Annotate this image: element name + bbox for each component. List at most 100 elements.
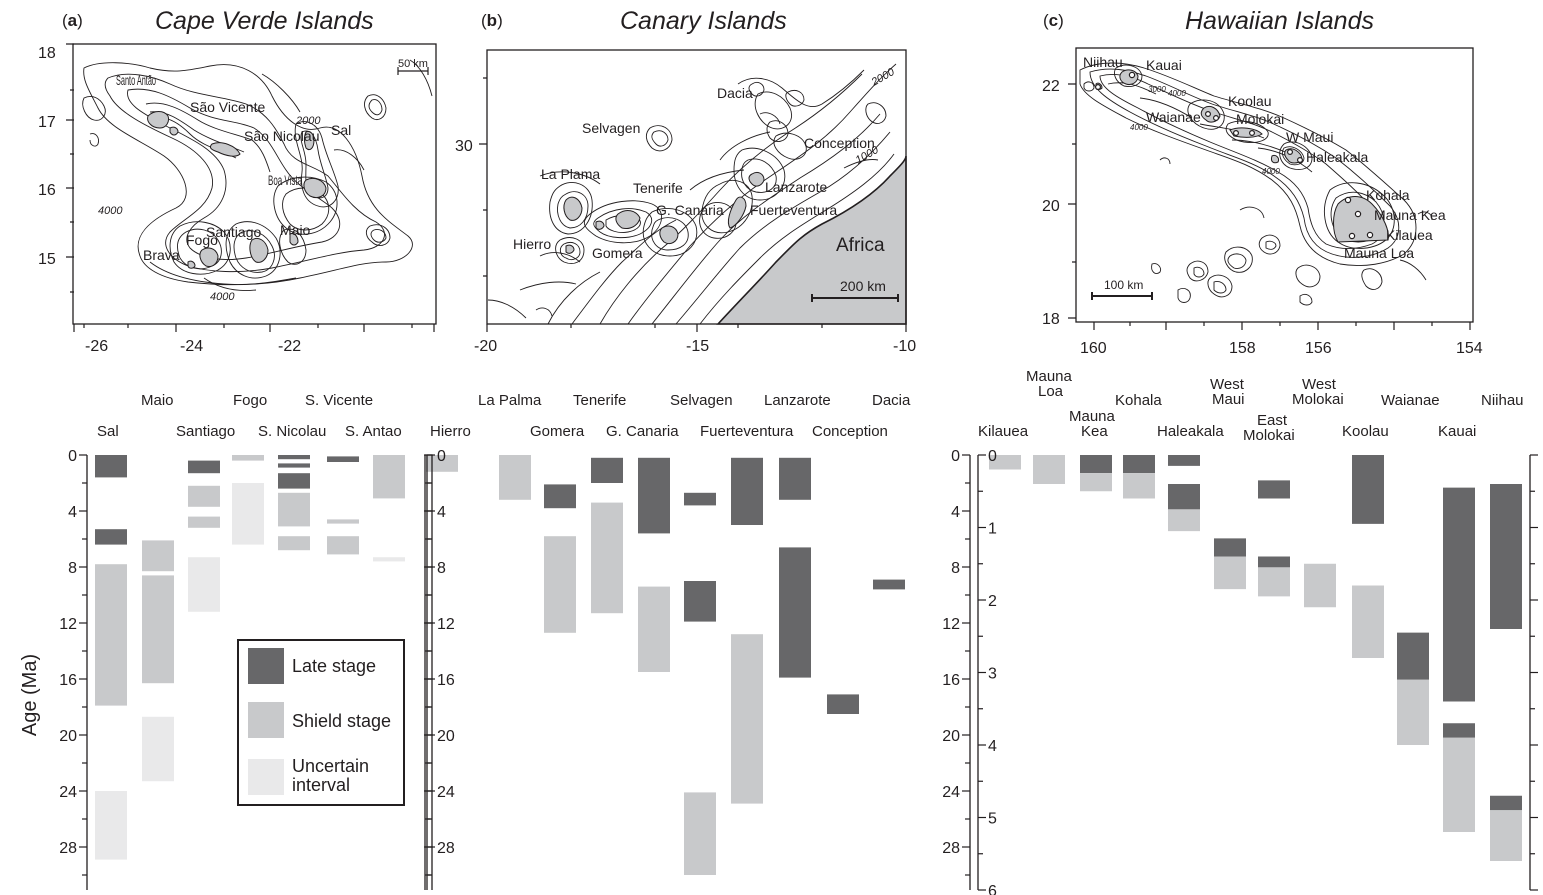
age-tick-label-haw-left-ma-5: 20: [942, 728, 960, 745]
island-label-niihau: Niihau: [1083, 54, 1123, 70]
island-label-sal: Sal: [331, 122, 351, 138]
scale-bar-label-c: 100 km: [1104, 278, 1143, 292]
contour-label-2000: 2000: [295, 115, 321, 127]
volcano-marker-waianae: [1204, 110, 1211, 117]
bar-sal-shield-2: [95, 564, 127, 706]
map-frame-hawaii: [1075, 47, 1474, 323]
contour-label-4000-hawaii-a: 4000: [1168, 89, 1186, 98]
island-label-tenerife: Tenerife: [633, 180, 683, 196]
island-label-lanzarote: Lanzarote: [765, 179, 827, 195]
column-label-s-nicolau: S. Nicolau: [258, 423, 326, 440]
island-shape-lanai: [1271, 155, 1279, 164]
age-tick-label-cv-left-5: 20: [59, 728, 77, 745]
bar-s-vicente-late-0: [327, 456, 359, 462]
bar-lanzarote-late-0: [779, 457, 811, 500]
panel-label-a: (a): [62, 11, 83, 30]
y-tick-c-0: 22: [1042, 78, 1060, 95]
volcano-marker-kilauea: [1366, 231, 1374, 239]
column-label-west-maui-2: Maui: [1212, 391, 1245, 408]
scale-bar-cape-verde: 50 km: [397, 58, 429, 75]
column-label-gomera: Gomera: [530, 423, 585, 440]
bar-sal-late-0: [95, 455, 127, 478]
island-shape-brava: [187, 260, 196, 269]
age-tick-label-haw-left-ma-2: 8: [951, 560, 960, 577]
age-tick-label-haw-left-ma-3: 12: [942, 616, 960, 633]
bar-s-nicolau-shield-3: [278, 492, 310, 527]
island-shape-boa-vista: [303, 177, 327, 199]
volcano-marker-kauai: [1128, 71, 1136, 79]
bar-santiago-late-0: [188, 460, 220, 474]
x-tick-b-0: -20: [474, 338, 497, 355]
bar-kauai-late-0: [1443, 487, 1475, 702]
volcano-marker-mauna-kea: [1354, 210, 1362, 218]
legend-label-shield: Shield stage: [292, 711, 391, 731]
island-shape-sao-nicolau: [209, 142, 241, 157]
y-tick-a-1: 17: [38, 114, 56, 131]
island-label-waianae: Waianae: [1146, 109, 1201, 125]
island-label-w-maui: W Maui: [1286, 129, 1333, 145]
island-label-fuerteventura: Fuerteventura: [750, 202, 837, 218]
bathymetry-contours-canary: [487, 63, 897, 325]
axis-ticks-canary: -20 -15 -10 30: [455, 77, 916, 355]
age-tick-label-can-right-5: 20: [437, 728, 455, 745]
age-tick-label-haw-left-ma-1: 4: [951, 504, 960, 521]
column-label-dacia: Dacia: [872, 392, 911, 409]
bar-kohala-shield-1: [1123, 473, 1155, 499]
island-shape-la-palma: [563, 196, 583, 221]
column-label-haleakala: Haleakala: [1157, 423, 1224, 440]
bar-santiago-shield-1: [188, 485, 220, 507]
island-label-sao-vicente: São Vicente: [190, 99, 265, 115]
bar-tenerife-shield-1: [591, 502, 623, 614]
island-shape-sao-vicente: [169, 126, 179, 136]
column-label-mauna-loa-1: Mauna: [1026, 368, 1073, 385]
age-tick-label-haw-left-ma-6: 24: [942, 784, 960, 801]
island-label-kohala: Kohala: [1366, 187, 1410, 203]
column-label-west-molokai-1: West: [1302, 376, 1337, 393]
scale-bar-label-b: 200 km: [840, 278, 886, 294]
island-shape-big-island: [1333, 196, 1389, 243]
panel-label-b: (b): [481, 11, 503, 30]
map-title-canary: Canary Islands: [620, 7, 787, 35]
bar-east-molokai-late-1: [1258, 556, 1290, 568]
bar-la-palma-shield-0: [499, 455, 531, 500]
contour-label-2000-canary: 2000: [869, 66, 898, 90]
bar-s-nicolau-shield-4: [278, 536, 310, 551]
island-label-haleakala: Haleakala: [1306, 149, 1368, 165]
island-label-boa-vista: Boa Vista: [268, 172, 302, 188]
island-labels-canary: Dacia Selvagen Conception La Plama Tener…: [513, 66, 897, 261]
column-label-kilauea: Kilauea: [978, 423, 1029, 440]
island-label-sao-nicolau: São Nicolau: [244, 128, 320, 144]
x-tick-c-2: 156: [1305, 340, 1332, 357]
island-label-kilauea: Kilauea: [1386, 227, 1433, 243]
contour-label-4000-hawaii-c: 4000: [1262, 167, 1280, 176]
age-tick-label-haw-right-0: 0: [988, 448, 997, 465]
column-label-tenerife: Tenerife: [573, 392, 626, 409]
bar-sal-late-1: [95, 529, 127, 545]
age-tick-label-cv-left-1: 4: [68, 504, 77, 521]
age-tick-label-can-right-1: 4: [437, 504, 446, 521]
island-label-mauna-kea: Mauna Kea: [1374, 207, 1446, 223]
bar-maio-shield-0: [142, 540, 174, 572]
age-tick-label-haw-right-1: 1: [988, 521, 997, 538]
bar-haleakala-shield-2: [1168, 509, 1200, 532]
bar-s-nicolau-late-1: [278, 463, 310, 468]
volcano-marker-kohala: [1344, 196, 1352, 204]
island-shape-santo-antao: [147, 111, 169, 129]
bar-kilauea-shield-0: [989, 455, 1021, 470]
bar-selvagen-late-0: [684, 492, 716, 506]
bar-conception-late-0: [827, 694, 859, 714]
column-label-mauna-kea-2: Kea: [1081, 423, 1108, 440]
axis-ticks-hawaii: 160 158 156 154 22 20 18: [1042, 78, 1483, 357]
bar-mauna-kea-shield-1: [1080, 473, 1112, 492]
bar-s-nicolau-late-0: [278, 455, 310, 460]
column-label-maio: Maio: [141, 392, 174, 409]
bar-east-molokai-shield-2: [1258, 567, 1290, 597]
age-tick-label-can-right-7: 28: [437, 840, 455, 857]
y-tick-a-2: 16: [38, 182, 56, 199]
column-label-west-molokai-2: Molokai: [1292, 391, 1344, 408]
island-shape-hierro: [565, 244, 575, 254]
age-tick-label-haw-right-6: 6: [988, 883, 997, 895]
x-tick-b-2: -10: [893, 338, 916, 355]
scale-bar-canary: 200 km: [811, 278, 899, 302]
